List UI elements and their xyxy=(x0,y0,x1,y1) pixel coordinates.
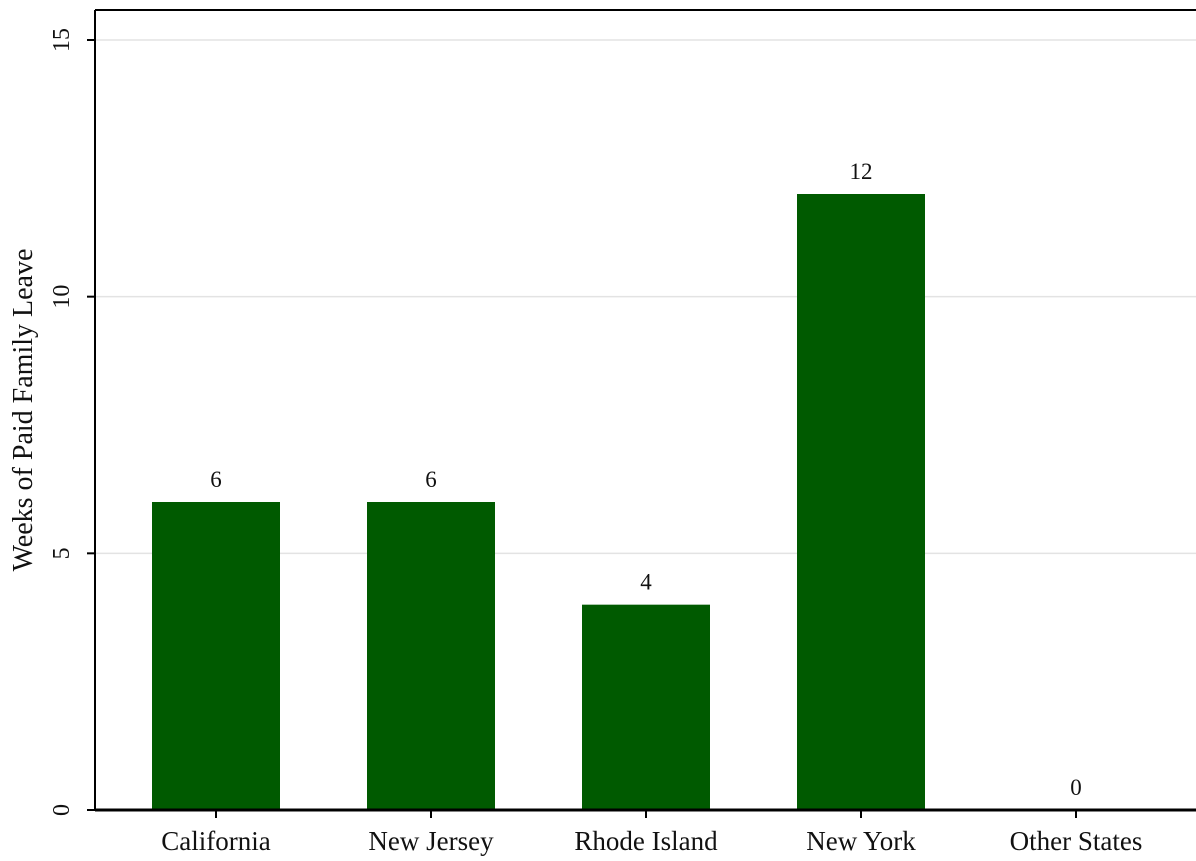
bars xyxy=(152,194,925,810)
bar-value-label: 4 xyxy=(640,570,652,595)
bar-value-label: 6 xyxy=(210,467,222,492)
gridlines xyxy=(95,39,1196,555)
y-tick-label: 10 xyxy=(49,285,75,309)
x-tick-label: Other States xyxy=(1010,826,1143,856)
x-tick-label: California xyxy=(161,826,270,856)
labels: 0 5 10 15 6 California 6 New Jersey 4 Rhode Islan… xyxy=(49,28,1142,856)
x-tick-label: New York xyxy=(806,826,916,856)
y-tick-label: 5 xyxy=(49,547,75,559)
y-axis-title: Weeks of Paid Family Leave xyxy=(8,249,39,572)
bar-value-label: 0 xyxy=(1070,775,1082,800)
bar xyxy=(582,604,710,810)
bar xyxy=(152,502,280,810)
bar-value-label: 6 xyxy=(425,467,437,492)
axes xyxy=(87,9,1196,818)
x-tick-label: Rhode Island xyxy=(574,826,718,856)
bar xyxy=(797,194,925,810)
y-tick-label: 0 xyxy=(49,804,75,816)
bar-value-label: 12 xyxy=(850,159,873,184)
bar xyxy=(367,502,495,810)
x-tick-label: New Jersey xyxy=(368,826,494,856)
y-tick-label: 15 xyxy=(49,28,75,52)
